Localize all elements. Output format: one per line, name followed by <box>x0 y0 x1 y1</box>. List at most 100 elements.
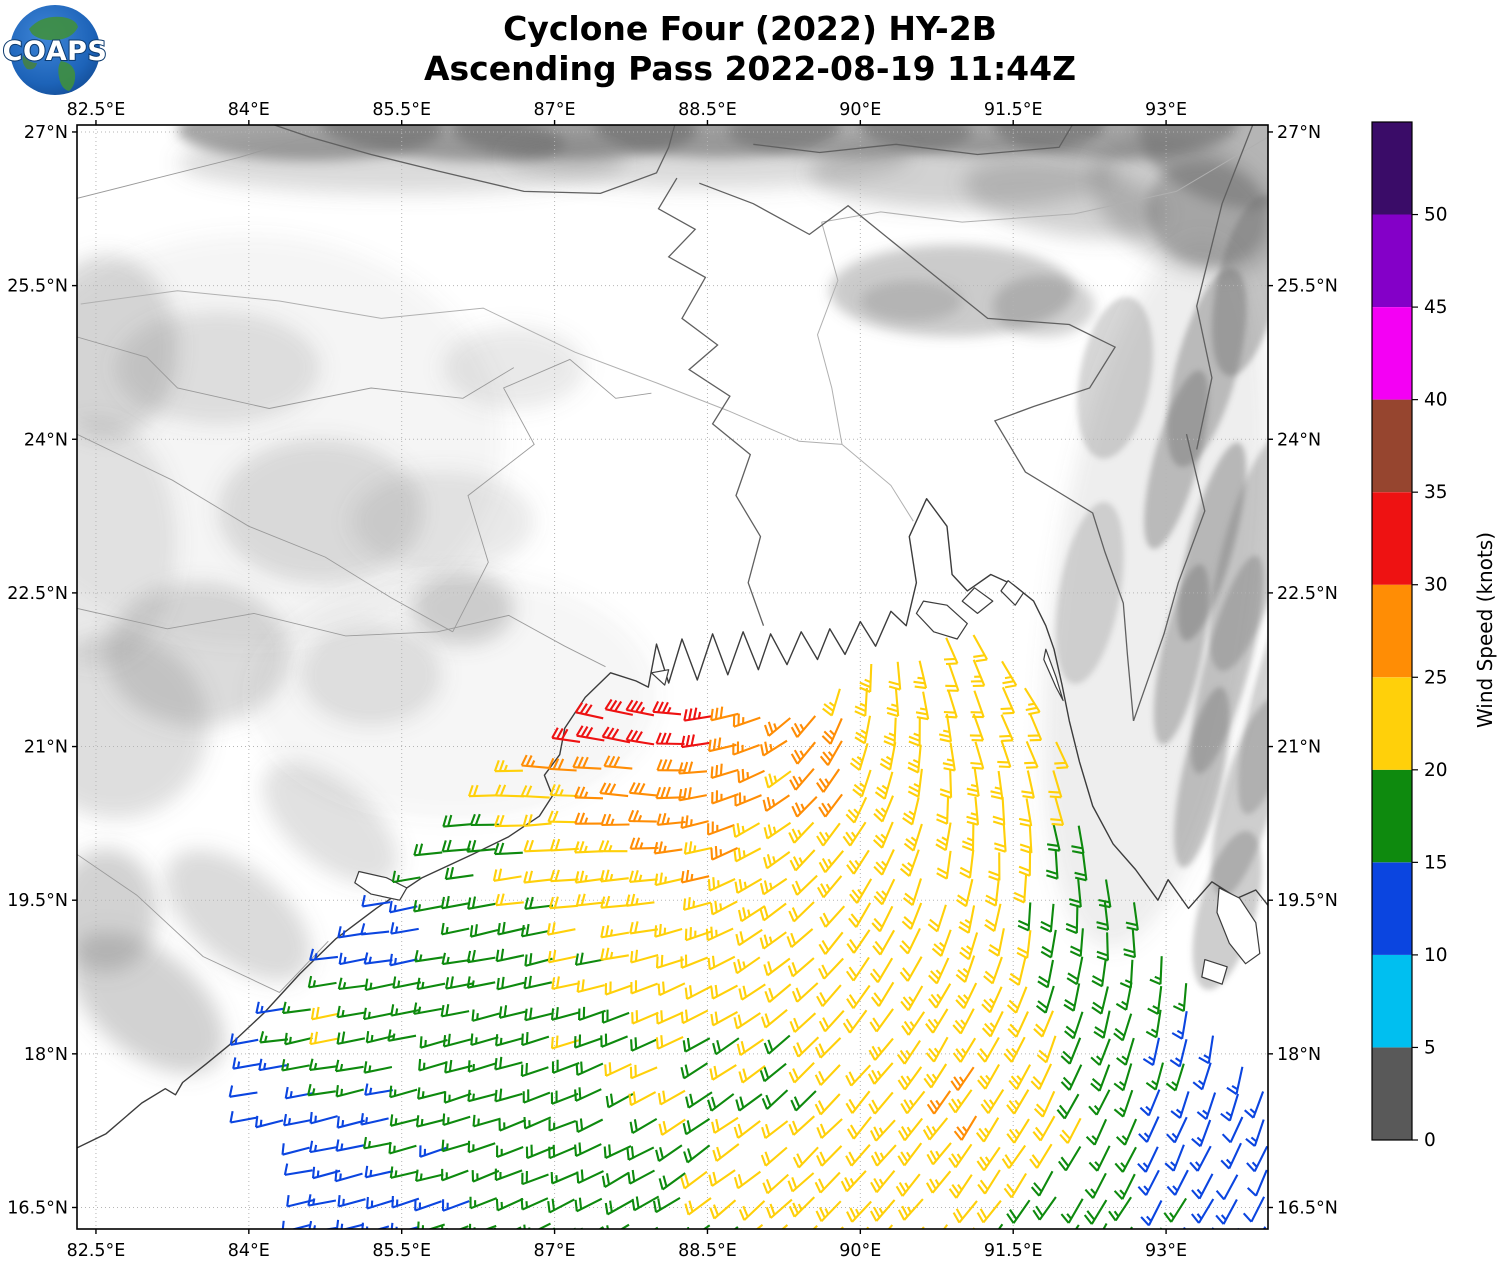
wind-barb <box>1244 1091 1265 1119</box>
wind-barb <box>281 1220 310 1229</box>
wind-barb <box>1003 1036 1026 1063</box>
wind-barb <box>848 902 872 928</box>
wind-barb <box>913 660 928 690</box>
wind-barb <box>788 901 815 923</box>
wind-barb <box>732 822 761 839</box>
wind-barb <box>1114 1146 1137 1173</box>
wind-barb <box>981 986 1003 1014</box>
wind-barb <box>907 744 922 774</box>
wind-barb <box>988 928 1005 957</box>
topo-shade <box>77 848 158 972</box>
wind-barb <box>307 975 337 989</box>
wind-barb <box>814 1064 841 1086</box>
wind-barb <box>683 1144 711 1164</box>
wind-barb <box>604 1199 633 1216</box>
wind-barb <box>870 981 895 1007</box>
wind-barb <box>1068 879 1082 909</box>
wind-barb <box>630 980 658 995</box>
wind-barb <box>845 796 868 824</box>
country-border <box>1132 433 1206 722</box>
wind-barb <box>680 869 710 884</box>
wind-barb <box>928 957 950 985</box>
wind-barb <box>953 1115 978 1141</box>
wind-barb <box>419 1036 448 1049</box>
wind-barb <box>899 927 921 955</box>
wind-barb <box>846 929 871 954</box>
wind-barb <box>846 984 871 1009</box>
wind-barb <box>654 872 684 887</box>
wind-barb <box>1006 1089 1030 1115</box>
wind-barb <box>1221 1116 1244 1144</box>
wind-barb <box>935 822 952 852</box>
wind-barb <box>788 1115 816 1136</box>
wind-barb <box>791 874 818 896</box>
wind-barb <box>942 1224 949 1229</box>
island-outline <box>961 587 994 614</box>
wind-barb <box>551 976 580 990</box>
colorbar-tick-label: 0 <box>1424 1130 1436 1151</box>
wind-barb <box>629 1064 658 1080</box>
wind-barb <box>627 809 657 823</box>
state-border <box>452 358 652 633</box>
colorbar-tick-label: 35 <box>1424 482 1448 503</box>
wind-barb <box>1019 824 1033 854</box>
wind-barb <box>871 905 894 933</box>
wind-barb <box>574 1034 602 1049</box>
wind-barb <box>413 900 442 913</box>
wind-barb <box>1032 1115 1056 1142</box>
wind-barb <box>869 1199 896 1222</box>
wind-barb <box>307 1083 336 1097</box>
wind-barb <box>816 984 842 1007</box>
wind-barb <box>493 759 523 773</box>
colorbar-segment <box>1372 1047 1412 1140</box>
wind-barb <box>1137 1169 1160 1196</box>
wind-barb <box>1163 1197 1187 1223</box>
wind-barb <box>925 1008 949 1034</box>
wind-barb <box>389 1166 419 1179</box>
wind-barb <box>440 895 470 910</box>
wind-barb <box>655 954 685 969</box>
wind-barb <box>335 1139 365 1152</box>
wind-barb <box>259 1031 289 1044</box>
wind-barb <box>494 1088 523 1103</box>
wind-barb <box>335 1084 364 1098</box>
wind-barb <box>392 976 422 989</box>
wind-barb <box>869 1008 894 1033</box>
wind-barb <box>816 1145 843 1167</box>
wind-barb <box>281 1143 310 1156</box>
wind-barb <box>229 1033 259 1046</box>
wind-barb <box>1085 1118 1108 1146</box>
lat-tick-label-left: 24°N <box>24 430 68 450</box>
wind-barb <box>600 1033 628 1048</box>
wind-barb <box>936 795 950 825</box>
wind-barb <box>520 754 550 769</box>
wind-barb-layer <box>228 634 1268 1229</box>
wind-barb <box>335 1219 365 1229</box>
wind-barb <box>496 1145 524 1158</box>
wind-barb <box>1040 929 1057 959</box>
wind-barb <box>903 823 923 852</box>
topo-shade <box>1043 237 1268 949</box>
wind-barb <box>786 928 814 948</box>
coastline-border-layer <box>77 125 1268 1149</box>
wind-barb <box>789 849 816 872</box>
wind-barb <box>873 849 895 876</box>
wind-barb <box>309 1031 339 1046</box>
wind-barb <box>925 1036 949 1063</box>
wind-barb <box>900 985 924 1011</box>
globe-land-north <box>29 16 78 41</box>
wind-barb <box>309 1140 338 1154</box>
wind-barb <box>521 1170 549 1186</box>
wind-barb <box>762 851 791 870</box>
plot-title-line2: Ascending Pass 2022-08-19 11:44Z <box>424 49 1076 88</box>
colorbar-tick-label: 25 <box>1424 667 1448 688</box>
wind-barb <box>466 976 496 989</box>
wind-barb <box>943 690 958 719</box>
lon-tick-label-top: 87°E <box>534 100 576 120</box>
wind-barb <box>976 1200 1002 1224</box>
wind-barb <box>631 1195 660 1212</box>
lat-tick-label-left: 27°N <box>24 123 68 143</box>
wind-barb <box>576 1169 604 1185</box>
wind-barb <box>1093 1010 1111 1039</box>
wind-barb <box>441 952 471 966</box>
